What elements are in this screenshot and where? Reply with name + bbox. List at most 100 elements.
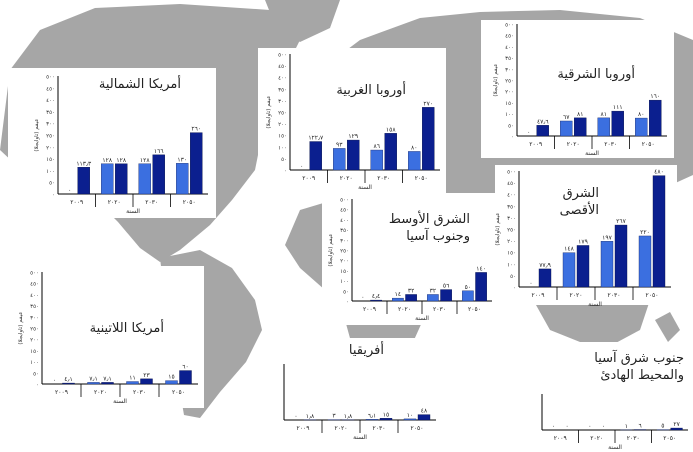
data-label-light: ٦٧ bbox=[563, 114, 570, 121]
region-title: أمريكا اللاتينية bbox=[72, 318, 170, 346]
y-tick-label: ١٥٠ bbox=[340, 269, 349, 275]
bar-light bbox=[126, 381, 139, 385]
y-axis-label: عيقم (تاوايجلا) bbox=[34, 118, 40, 151]
y-tick-label: ٠ bbox=[511, 135, 514, 141]
y-tick-label: ٥٠٠ bbox=[30, 271, 39, 277]
y-tick-label: ٤٠٠ bbox=[30, 293, 39, 299]
y-tick-label: ٣٥٠ bbox=[46, 110, 55, 116]
x-axis-label: السنة bbox=[585, 150, 599, 157]
x-tick-label: ٢٠٥٠ bbox=[183, 199, 196, 206]
y-tick-label: ٤٥٠ bbox=[505, 34, 514, 40]
data-label-dark: ٢٧ bbox=[673, 421, 680, 428]
y-tick-label: ٥٠ bbox=[508, 123, 514, 129]
data-label-dark: ٢٣ bbox=[143, 372, 150, 379]
x-axis-label: السنة bbox=[608, 444, 622, 451]
data-label-dark: ٤٫١ bbox=[64, 376, 72, 383]
x-axis-label: السنة bbox=[588, 301, 602, 308]
y-tick-label: ٣٠٠ bbox=[46, 122, 55, 128]
data-label-dark: ١٢٩ bbox=[348, 133, 358, 140]
data-label-light: ٠ bbox=[53, 377, 56, 384]
data-label-dark: ٤٨٠ bbox=[654, 169, 664, 176]
data-label-dark: ٠ bbox=[565, 423, 568, 430]
bar-light bbox=[403, 418, 417, 421]
data-label-dark: ٨١ bbox=[577, 111, 583, 118]
bar-dark bbox=[440, 289, 452, 302]
x-axis-label: السنة bbox=[113, 398, 127, 405]
data-label-dark: ٧٧٫٩ bbox=[539, 262, 551, 269]
x-tick-label: ٢٠٣٠ bbox=[604, 141, 617, 148]
y-tick-label: ٣٠٠ bbox=[340, 238, 349, 244]
x-tick-label: ٢٠٥٠ bbox=[468, 306, 481, 313]
bar-light bbox=[562, 252, 576, 288]
y-axis-label: عيقم (تاوايجلا) bbox=[495, 212, 501, 245]
data-label-dark: ٥٦ bbox=[443, 283, 449, 290]
y-tick-label: ٣٥٠ bbox=[278, 87, 287, 93]
data-label-dark: ٦٠ bbox=[182, 364, 188, 371]
y-tick-label: ٥٠٠ bbox=[340, 198, 349, 204]
x-tick-label: ٢٠٣٠ bbox=[627, 435, 640, 442]
bar-dark bbox=[115, 163, 128, 195]
y-tick-label: ١٥٠ bbox=[46, 157, 55, 163]
data-label-dark: ١٦٦ bbox=[154, 148, 164, 155]
x-tick-label: ٢٠٣٠ bbox=[133, 389, 146, 396]
data-label-light: ٥٠ bbox=[465, 284, 471, 291]
y-tick-label: ١٥٠ bbox=[278, 134, 287, 140]
bar-dark bbox=[536, 125, 549, 137]
data-label-light: ٠ bbox=[300, 163, 303, 170]
x-axis-label: السنة bbox=[415, 315, 429, 322]
x-axis-label: السنة bbox=[358, 184, 372, 191]
bar-light bbox=[365, 419, 379, 421]
x-tick-label: ٢٠٢٠ bbox=[570, 292, 583, 299]
bar-dark bbox=[101, 382, 114, 385]
bar-light bbox=[370, 149, 383, 171]
bar-dark bbox=[614, 224, 628, 288]
data-label-dark: ٤٧٫٦ bbox=[537, 118, 549, 125]
data-label-dark: ١٥ bbox=[383, 411, 389, 418]
y-tick-label: ٠ bbox=[513, 286, 516, 292]
y-tick-label: ٢٥٠ bbox=[340, 249, 349, 255]
region-title: الشرق الأوسط وجنوب آسيا bbox=[370, 209, 476, 253]
data-label-light: ٥ bbox=[661, 423, 664, 430]
x-tick-label: ٢٠٢٠ bbox=[340, 175, 353, 182]
data-label-dark: ٣٢ bbox=[408, 287, 414, 294]
y-tick-label: ٢٠٠ bbox=[340, 259, 349, 265]
x-tick-label: ٢٠٢٠ bbox=[590, 435, 603, 442]
data-label-light: ٣٢ bbox=[430, 287, 436, 294]
y-tick-label: ٣٥٠ bbox=[507, 204, 516, 210]
bar-light bbox=[408, 151, 421, 171]
x-tick-label: ٢٠٠٩ bbox=[55, 389, 68, 396]
data-label-dark: ٢٦٠ bbox=[191, 126, 201, 133]
bar-light bbox=[138, 163, 151, 195]
x-tick-label: ٢٠٣٠ bbox=[373, 425, 386, 432]
bar-light bbox=[333, 148, 346, 171]
bar-light bbox=[597, 117, 610, 137]
data-label-dark: ١٧٩ bbox=[578, 238, 588, 245]
y-tick-label: ١٠٠ bbox=[278, 145, 287, 151]
bar-dark bbox=[652, 175, 666, 288]
x-tick-label: ٢٠٢٠ bbox=[335, 425, 348, 432]
y-tick-label: ٤٥٠ bbox=[46, 86, 55, 92]
y-tick-label: ٤٥٠ bbox=[340, 208, 349, 214]
data-label-light: ٧٫١ bbox=[89, 375, 97, 382]
y-tick-label: ٤٠٠ bbox=[278, 76, 287, 82]
x-tick-label: ٢٠٠٩ bbox=[363, 306, 376, 313]
y-tick-label: ٥٠٠ bbox=[507, 170, 516, 176]
bar-dark bbox=[62, 382, 75, 385]
region-title: أوروبا الغربية bbox=[316, 80, 412, 108]
region-panel-southeast-asia-pacific: جنوب شرق آسيا والمحيط الهادئ ٢٠٠٩ ٠ ٠ ٢٠٢٠ ٠… bbox=[512, 342, 692, 451]
region-title: أمريكا الشمالية bbox=[83, 74, 187, 108]
data-label-light: ١٢٨ bbox=[102, 157, 112, 164]
y-tick-label: ٣٠٠ bbox=[507, 216, 516, 222]
y-tick-label: ٢٥٠ bbox=[507, 228, 516, 234]
region-title: جنوب شرق آسيا والمحيط الهادئ bbox=[558, 348, 690, 392]
x-tick-label: ٢٠٢٠ bbox=[567, 141, 580, 148]
data-label-light: ١٥ bbox=[168, 374, 174, 381]
bar-dark bbox=[190, 132, 203, 195]
bar-light bbox=[87, 382, 100, 385]
y-tick-label: ١٥٠ bbox=[30, 349, 39, 355]
bar-light bbox=[101, 163, 114, 195]
bar-dark bbox=[670, 427, 683, 431]
data-label-dark: ١٢٢٫٧ bbox=[308, 135, 324, 142]
data-label-light: ٠ bbox=[529, 280, 532, 287]
bar-dark bbox=[475, 272, 487, 302]
